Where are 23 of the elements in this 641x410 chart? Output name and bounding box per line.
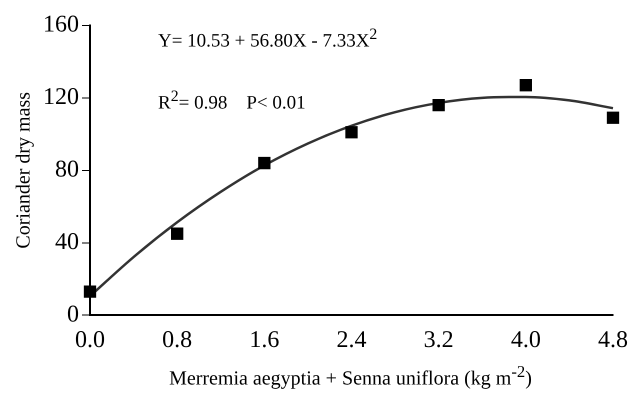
- x-tick-label: 4.0: [510, 326, 541, 353]
- point: [258, 156, 270, 170]
- annotation: R$^{2}$= 0.98 P< 0.01: [158, 88, 306, 114]
- y-tick-label: 80: [55, 156, 79, 183]
- x-tick-label: 2.4: [336, 326, 366, 353]
- x-tick-label: 3.2: [424, 326, 454, 353]
- x-axis-title: Merremia aegyptia + Senna uniflora (kg m$^{-2}$): [168, 362, 533, 391]
- point: [345, 126, 358, 138]
- point: [606, 112, 620, 124]
- point: [520, 79, 532, 92]
- y-tick-label: 120: [43, 84, 79, 110]
- x-tick-label: 4.8: [598, 326, 628, 353]
- x-tick-label: 0.8: [162, 326, 192, 353]
- y-tick-label: 40: [55, 229, 79, 256]
- annotation: Y= 10.53 + 56.80X - 7.33X$^{2}$: [158, 26, 378, 52]
- x-tick-label: 0.0: [75, 326, 105, 353]
- x-tick-label: 1.6: [249, 326, 280, 353]
- y-axis-title: Coriander dry mass: [12, 92, 34, 249]
- point: [432, 98, 445, 112]
- point: [171, 228, 184, 240]
- y-tick-label: 0: [67, 301, 79, 328]
- y-tick-label: 160: [43, 12, 79, 38]
- point: [84, 285, 96, 298]
